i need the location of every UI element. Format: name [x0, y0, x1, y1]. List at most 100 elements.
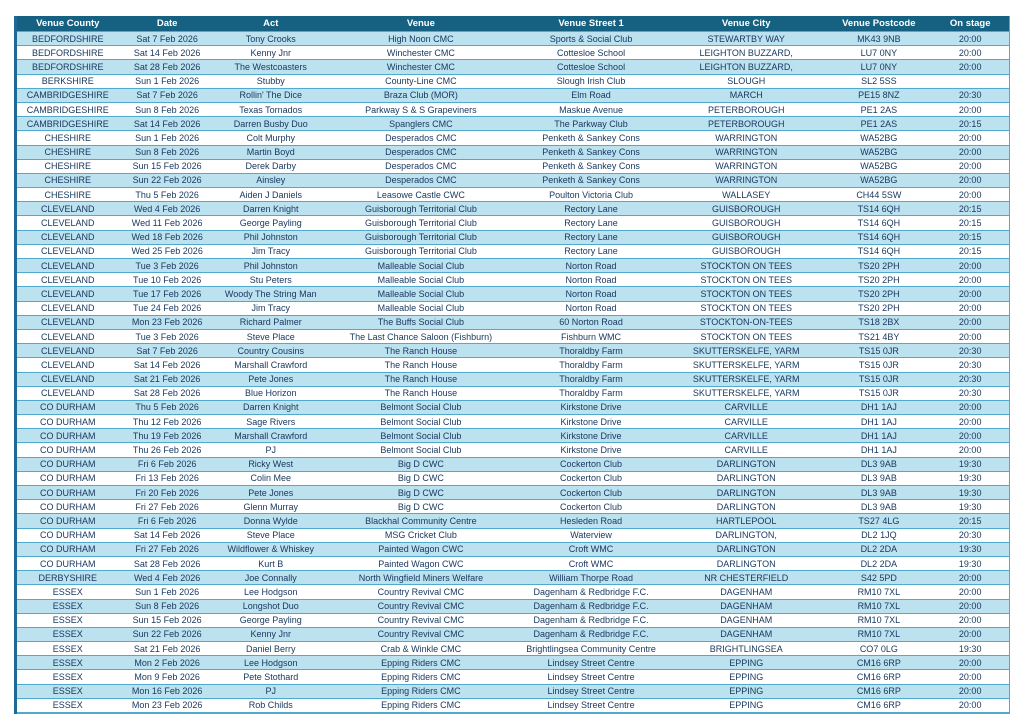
cell-postcode: DL2 1JQ	[826, 527, 932, 543]
cell-date: Fri 6 Feb 2026	[118, 456, 216, 472]
cell-county: CO DURHAM	[15, 470, 119, 487]
table-row: CO DURHAM Fri 20 Feb 2026 Pete Jones Big D …	[15, 484, 1010, 501]
cell-county: CAMBRIDGESHIRE	[15, 116, 119, 132]
cell-date: Sun 8 Feb 2026	[118, 144, 216, 160]
cell-county: CLEVELAND	[15, 201, 119, 217]
cell-onstage: 20:00	[931, 144, 1010, 160]
cell-venue: Malleable Social Club	[325, 300, 516, 316]
cell-street: Dagenham & Redbridge F.C.	[515, 612, 667, 628]
cell-venue: Epping Riders CMC	[325, 697, 516, 714]
cell-city: HARTLEPOOL	[666, 513, 827, 529]
cell-street: Maskue Avenue	[515, 101, 667, 118]
cell-act: Ainsley	[215, 172, 326, 189]
cell-onstage: 20:30	[931, 87, 1010, 103]
table-row: ESSEX Sat 21 Feb 2026 Daniel Berry Crab & W…	[15, 641, 1010, 657]
cell-postcode: TS14 6QH	[826, 201, 932, 217]
table-row: CAMBRIDGESHIRE Sat 7 Feb 2026 Rollin' The …	[15, 87, 1010, 103]
cell-venue: High Noon CMC	[325, 30, 516, 47]
gig-listing-table: Venue County Date Act Venue Venue Street 1 Ve…	[14, 16, 1010, 714]
column-header-county: Venue County	[15, 16, 119, 32]
table-row: CLEVELAND Wed 18 Feb 2026 Phil Johnston Gui…	[15, 229, 1010, 245]
cell-county: CO DURHAM	[15, 399, 119, 416]
cell-onstage: 20:00	[931, 314, 1010, 330]
cell-county: CLEVELAND	[15, 300, 119, 316]
cell-date: Sat 14 Feb 2026	[118, 527, 216, 543]
cell-venue: Country Revival CMC	[325, 626, 516, 643]
cell-venue: Belmont Social Club	[325, 399, 516, 416]
cell-city: CARVILLE	[666, 399, 827, 416]
cell-onstage: 20:00	[931, 442, 1010, 458]
table-row: CLEVELAND Sat 7 Feb 2026 Country Cousins Th…	[15, 343, 1010, 359]
table-row: CLEVELAND Tue 24 Feb 2026 Jim Tracy Malleab…	[15, 300, 1010, 316]
cell-county: BEDFORDSHIRE	[15, 30, 119, 47]
cell-venue: Desperados CMC	[325, 172, 516, 189]
cell-onstage: 20:30	[931, 371, 1010, 387]
table-row: ESSEX Mon 9 Feb 2026 Pete Stothard Epping R…	[15, 669, 1010, 685]
table-row: BEDFORDSHIRE Sat 14 Feb 2026 Kenny Jnr Winc…	[15, 45, 1010, 61]
table-row: CLEVELAND Wed 4 Feb 2026 Darren Knight Guis…	[15, 201, 1010, 217]
cell-postcode: LU7 0NY	[826, 59, 932, 75]
cell-county: CO DURHAM	[15, 527, 119, 543]
cell-postcode: TS18 2BX	[826, 314, 932, 330]
cell-act: Aiden J Daniels	[215, 187, 326, 203]
cell-onstage: 20:15	[931, 215, 1010, 231]
cell-onstage: 20:00	[931, 683, 1010, 699]
table-row: CO DURHAM Fri 6 Feb 2026 Donna Wylde Blackh…	[15, 513, 1010, 529]
cell-postcode: TS20 2PH	[826, 286, 932, 302]
cell-city: CARVILLE	[666, 442, 827, 458]
cell-city: DARLINGTON	[666, 499, 827, 515]
cell-postcode: S42 5PD	[826, 570, 932, 586]
cell-city: EPPING	[666, 683, 827, 699]
cell-venue: Guisborough Territorial Club	[325, 201, 516, 217]
cell-street: Cockerton Club	[515, 456, 667, 472]
cell-postcode: RM10 7XL	[826, 598, 932, 614]
cell-county: CO DURHAM	[15, 414, 119, 430]
cell-act: Marshall Crawford	[215, 357, 326, 373]
cell-venue: Belmont Social Club	[325, 414, 516, 430]
cell-county: CLEVELAND	[15, 328, 119, 345]
cell-street: Kirkstone Drive	[515, 442, 667, 458]
cell-onstage: 20:00	[931, 399, 1010, 416]
cell-date: Wed 4 Feb 2026	[118, 201, 216, 217]
table-row: CAMBRIDGESHIRE Sat 14 Feb 2026 Darren Busb…	[15, 116, 1010, 132]
cell-date: Tue 3 Feb 2026	[118, 328, 216, 345]
cell-postcode: DH1 1AJ	[826, 442, 932, 458]
cell-street: Croft WMC	[515, 541, 667, 557]
cell-street: Thoraldby Farm	[515, 371, 667, 387]
cell-date: Wed 11 Feb 2026	[118, 215, 216, 231]
cell-onstage: 20:00	[931, 598, 1010, 614]
cell-act: Darren Knight	[215, 201, 326, 217]
cell-postcode: CM16 6RP	[826, 669, 932, 685]
cell-postcode: WA52BG	[826, 130, 932, 146]
cell-onstage: 19:30	[931, 555, 1010, 572]
table-row: CO DURHAM Thu 5 Feb 2026 Darren Knight Belm…	[15, 399, 1010, 416]
cell-postcode: TS15 0JR	[826, 343, 932, 359]
cell-venue: Epping Riders CMC	[325, 669, 516, 685]
cell-county: CO DURHAM	[15, 442, 119, 458]
cell-act: Woody The String Man	[215, 286, 326, 302]
cell-date: Sat 21 Feb 2026	[118, 641, 216, 657]
cell-date: Thu 5 Feb 2026	[118, 399, 216, 416]
cell-city: LEIGHTON BUZZARD,	[666, 45, 827, 61]
table-row: CO DURHAM Thu 12 Feb 2026 Sage Rivers Belmo…	[15, 414, 1010, 430]
cell-postcode: TS14 6QH	[826, 243, 932, 260]
cell-act: Rob Childs	[215, 697, 326, 714]
cell-date: Sun 22 Feb 2026	[118, 626, 216, 643]
cell-county: ESSEX	[15, 626, 119, 643]
cell-date: Sat 21 Feb 2026	[118, 371, 216, 387]
cell-city: SKUTTERSKELFE, YARM	[666, 371, 827, 387]
cell-onstage: 20:00	[931, 272, 1010, 288]
cell-venue: The Buffs Social Club	[325, 314, 516, 330]
cell-date: Sun 8 Feb 2026	[118, 101, 216, 118]
cell-onstage: 20:00	[931, 101, 1010, 118]
cell-street: Cockerton Club	[515, 484, 667, 501]
cell-city: STOCKTON-ON-TEES	[666, 314, 827, 330]
cell-city: GUISBOROUGH	[666, 243, 827, 260]
cell-venue: Belmont Social Club	[325, 428, 516, 444]
cell-postcode: LU7 0NY	[826, 45, 932, 61]
cell-county: BERKSHIRE	[15, 73, 119, 89]
cell-date: Wed 18 Feb 2026	[118, 229, 216, 245]
cell-act: Ricky West	[215, 456, 326, 472]
cell-postcode: PE15 8NZ	[826, 87, 932, 103]
